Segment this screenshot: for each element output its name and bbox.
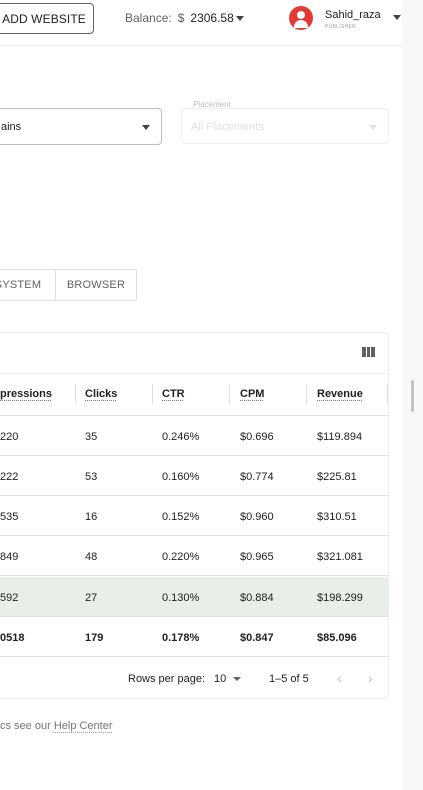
cell-revenue: $198.299 [317, 592, 363, 604]
cell-ctr: 0.160% [162, 471, 200, 483]
cell-cpm: $0.774 [240, 471, 274, 483]
column-header-clicks[interactable]: Clicks [85, 388, 118, 400]
domain-select[interactable]: ains [0, 108, 162, 145]
cell-ctr: 0.246% [162, 431, 200, 443]
table-row[interactable] [0, 496, 389, 536]
cell-clicks: 16 [85, 511, 98, 523]
placement-select[interactable]: All Placements [181, 108, 389, 144]
placement-placeholder: All Placements [191, 121, 264, 133]
table-row-highlighted[interactable] [0, 577, 389, 617]
chevron-right-icon[interactable]: › [368, 670, 373, 686]
cell-clicks: 53 [85, 471, 98, 483]
column-separator [306, 384, 307, 404]
help-prefix: cs see our [0, 720, 54, 732]
placement-label: Placement [191, 100, 233, 109]
column-separator [229, 384, 230, 404]
cell-clicks: 35 [85, 431, 98, 443]
user-role: PUBLISHER [325, 24, 357, 30]
help-text: cs see our Help Center [0, 720, 113, 732]
rows-per-page-select[interactable]: 10 [214, 673, 227, 685]
table-row[interactable] [0, 416, 389, 456]
column-header-revenue[interactable]: Revenue [317, 388, 363, 400]
cell-revenue: $310.51 [317, 511, 357, 523]
cell-impressions: 220 [0, 431, 19, 443]
help-center-link[interactable]: Help Center [53, 720, 113, 732]
add-website-button[interactable]: ADD WEBSITE [0, 3, 94, 34]
user-name[interactable]: Sahid_raza [325, 9, 381, 21]
column-separator [152, 384, 153, 404]
table-row[interactable] [0, 456, 389, 496]
column-header-cpm[interactable]: CPM [240, 388, 265, 400]
balance-currency: $ [177, 11, 185, 25]
chevron-down-icon [142, 125, 150, 130]
balance-value: 2306.58 [190, 11, 234, 25]
cell-impressions: 535 [0, 511, 19, 523]
tab-browser[interactable]: BROWSER [66, 279, 126, 291]
cell-cpm: $0.965 [240, 551, 274, 563]
scrollbar-thumb[interactable] [411, 380, 414, 412]
column-header-ctr[interactable]: CTR [162, 388, 185, 400]
cell-impressions: 592 [0, 592, 19, 604]
cell-cpm: $0.960 [240, 511, 274, 523]
total-revenue: $85.096 [317, 632, 357, 644]
total-cpm: $0.847 [240, 632, 274, 644]
cell-revenue: $225.81 [317, 471, 357, 483]
chevron-left-icon[interactable]: ‹ [337, 670, 342, 686]
cell-revenue: $119.894 [317, 431, 363, 443]
tab-system[interactable]: SYSTEM [0, 270, 56, 300]
user-avatar-icon[interactable] [289, 6, 313, 30]
cell-impressions: 222 [0, 471, 19, 483]
stats-table-card [0, 332, 389, 699]
rows-per-page-label: Rows per page: [128, 673, 206, 685]
total-ctr: 0.178% [162, 632, 200, 644]
balance-label: Balance: [125, 11, 172, 25]
balance-caret-icon[interactable] [236, 16, 244, 21]
dimension-tabs: SYSTEM BROWSER [0, 269, 137, 301]
column-separator [387, 384, 388, 404]
table-total-row [0, 617, 389, 657]
cell-cpm: $0.696 [240, 431, 274, 443]
cell-clicks: 27 [85, 592, 98, 604]
total-clicks: 179 [85, 632, 104, 644]
pagination-range: 1–5 of 5 [269, 673, 309, 685]
chevron-down-icon[interactable] [233, 677, 241, 681]
top-bar: ADD WEBSITE Balance: $2306.58 Sahid_raza … [0, 0, 402, 46]
cell-revenue: $321.081 [317, 551, 363, 563]
cell-clicks: 48 [85, 551, 98, 563]
cell-ctr: 0.152% [162, 511, 200, 523]
table-header-row [0, 373, 389, 416]
chevron-down-icon [369, 125, 377, 130]
cell-impressions: 849 [0, 551, 19, 563]
table-row[interactable] [0, 536, 389, 576]
cell-cpm: $0.884 [240, 592, 274, 604]
column-header-impressions[interactable]: pressions [0, 388, 52, 400]
cell-ctr: 0.130% [162, 592, 200, 604]
user-menu-caret-icon[interactable] [393, 15, 401, 20]
view-columns-icon[interactable] [362, 347, 376, 357]
cell-ctr: 0.220% [162, 551, 200, 563]
total-impressions: 0518 [0, 632, 25, 644]
balance[interactable]: Balance: $2306.58 [125, 11, 234, 25]
column-separator [75, 384, 76, 404]
domain-select-value: ains [1, 121, 22, 133]
